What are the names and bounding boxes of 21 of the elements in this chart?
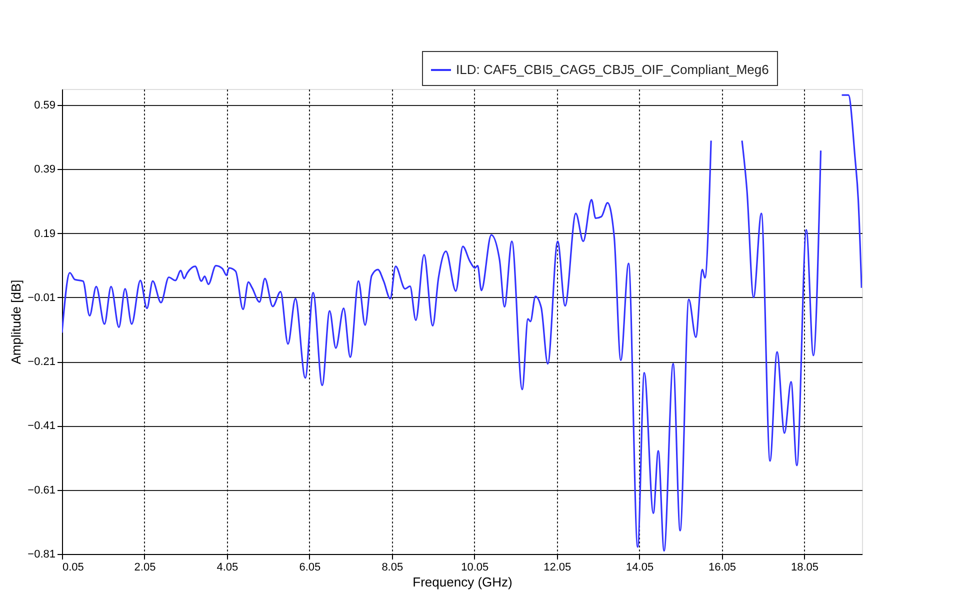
x-tick-label: 10.05	[461, 562, 489, 574]
y-tick-label: −0.21	[28, 356, 56, 368]
y-tick-label: −0.61	[28, 484, 56, 496]
x-tick-label: 8.05	[382, 562, 404, 574]
x-tick-label: 2.05	[134, 562, 156, 574]
y-axis-title: Amplitude [dB]	[8, 280, 24, 364]
x-tick-label: 16.05	[708, 562, 736, 574]
x-axis-title: Frequency (GHz)	[412, 574, 512, 590]
x-tick-label: 6.05	[299, 562, 321, 574]
x-tick-label: 14.05	[626, 562, 654, 574]
y-tick-label: 0.39	[34, 164, 56, 176]
x-tick-label: 4.05	[216, 562, 238, 574]
y-tick-label: −0.41	[28, 420, 56, 432]
legend-label: ILD: CAF5_CBI5_CAG5_CBJ5_OIF_Compliant_Meg6	[456, 62, 769, 77]
y-tick-label: −0.81	[28, 548, 56, 560]
x-tick-label: 12.05	[544, 562, 572, 574]
y-tick-label: −0.01	[28, 292, 56, 304]
x-tick-label: 0.05	[62, 562, 84, 574]
x-tick-label: 18.05	[791, 562, 819, 574]
y-tick-label: 0.59	[34, 100, 56, 112]
y-tick-label: 0.19	[34, 228, 56, 240]
